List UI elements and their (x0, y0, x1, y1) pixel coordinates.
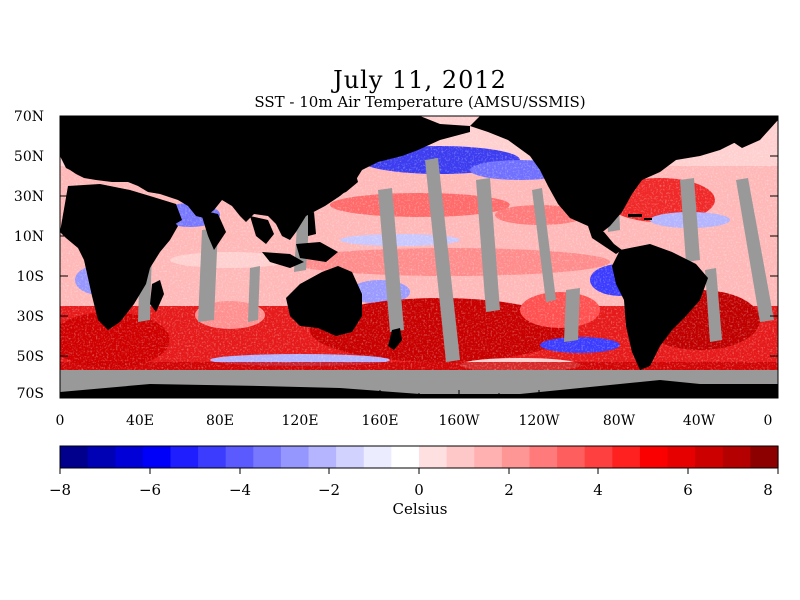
colorbar-swatch (142, 446, 172, 468)
colorbar-swatch (584, 446, 613, 468)
colorbar-swatch (60, 446, 89, 468)
colorbar-swatch (253, 446, 282, 468)
lon-label-40e: 40E (125, 413, 155, 429)
colorbar-swatch (115, 446, 144, 468)
lon-label-40w: 40W (682, 413, 716, 429)
lat-label-70n: 70N (13, 109, 44, 125)
colorbar-swatch (391, 446, 420, 468)
colorbar-swatch (667, 446, 696, 468)
lon-label-80e: 80E (205, 413, 235, 429)
lat-ticks (60, 115, 778, 397)
colorbar-swatch (612, 446, 641, 468)
lat-label-50n: 50N (13, 149, 44, 165)
colorbar-swatch (501, 446, 531, 468)
colorbar-label: −4 (228, 481, 252, 499)
lat-label-70s: 70S (16, 386, 44, 402)
land-south-america (612, 244, 708, 370)
lon-ticks (59, 390, 779, 398)
land-north-america (470, 116, 740, 234)
colorbar-ticks (59, 468, 779, 474)
land-madagascar (150, 280, 164, 312)
lat-label-10n: 10N (13, 229, 44, 245)
lat-label-30s: 30S (16, 309, 44, 325)
land-se-asia (250, 216, 274, 244)
colorbar-swatch (308, 446, 337, 468)
map-subtitle: SST - 10m Air Temperature (AMSU/SSMIS) (254, 93, 586, 111)
colorbar-label: 4 (593, 481, 603, 499)
colorbar-swatch (446, 446, 475, 468)
colorbar-label: −2 (317, 481, 341, 499)
land-eurasia (60, 116, 470, 240)
colorbar (60, 446, 779, 468)
colorbar-unit-label: Celsius (392, 500, 448, 518)
lat-label-50s: 50S (16, 349, 44, 365)
land-new-zealand (388, 328, 402, 350)
colorbar-label: 0 (414, 481, 424, 499)
colorbar-swatch (722, 446, 751, 468)
colorbar-swatch (198, 446, 227, 468)
colorbar-swatch (225, 446, 254, 468)
land-india (150, 196, 182, 226)
lon-label-0: 0 (55, 413, 65, 429)
lon-label-80w: 80W (602, 413, 636, 429)
lon-label-160e: 160E (361, 413, 399, 429)
colorbar-swatch (87, 446, 116, 468)
colorbar-swatch (363, 446, 392, 468)
colorbar-swatch (639, 446, 669, 468)
colorbar-label: −8 (48, 481, 72, 499)
land-japan (336, 168, 358, 196)
colorbar-swatch (474, 446, 503, 468)
map-title: July 11, 2012 (333, 66, 507, 94)
land-australia (286, 266, 362, 336)
lon-label-0-east: 0 (763, 413, 773, 429)
colorbar-label: −6 (138, 481, 162, 499)
lon-label-160w: 160W (438, 413, 480, 429)
lat-label-10s: 10S (16, 269, 44, 285)
colorbar-swatch (336, 446, 365, 468)
colorbar-label: 6 (683, 481, 693, 499)
colorbar-swatch (695, 446, 724, 468)
land-antarctica (60, 380, 778, 398)
land-central-america (588, 226, 622, 254)
land-greenland (700, 116, 778, 148)
colorbar-swatch (170, 446, 199, 468)
lon-label-120w: 120W (518, 413, 560, 429)
land (60, 116, 778, 370)
colorbar-label: 2 (504, 481, 514, 499)
lat-label-30n: 30N (13, 189, 44, 205)
colorbar-swatch (280, 446, 310, 468)
land-africa (60, 184, 178, 330)
lon-label-120e: 120E (281, 413, 319, 429)
colorbar-swatch (529, 446, 558, 468)
colorbar-label: 8 (763, 481, 773, 499)
colorbar-swatch (419, 446, 448, 468)
colorbar-swatch (557, 446, 586, 468)
colorbar-swatch (750, 446, 779, 468)
